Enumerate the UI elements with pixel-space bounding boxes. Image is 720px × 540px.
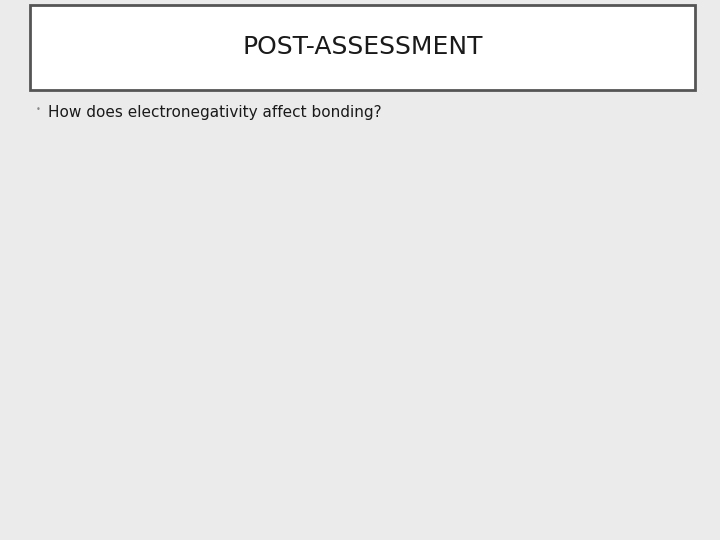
Text: •: • (35, 105, 40, 114)
Text: POST-ASSESSMENT: POST-ASSESSMENT (242, 36, 482, 59)
FancyBboxPatch shape (30, 5, 695, 90)
Text: How does electronegativity affect bonding?: How does electronegativity affect bondin… (48, 105, 382, 120)
